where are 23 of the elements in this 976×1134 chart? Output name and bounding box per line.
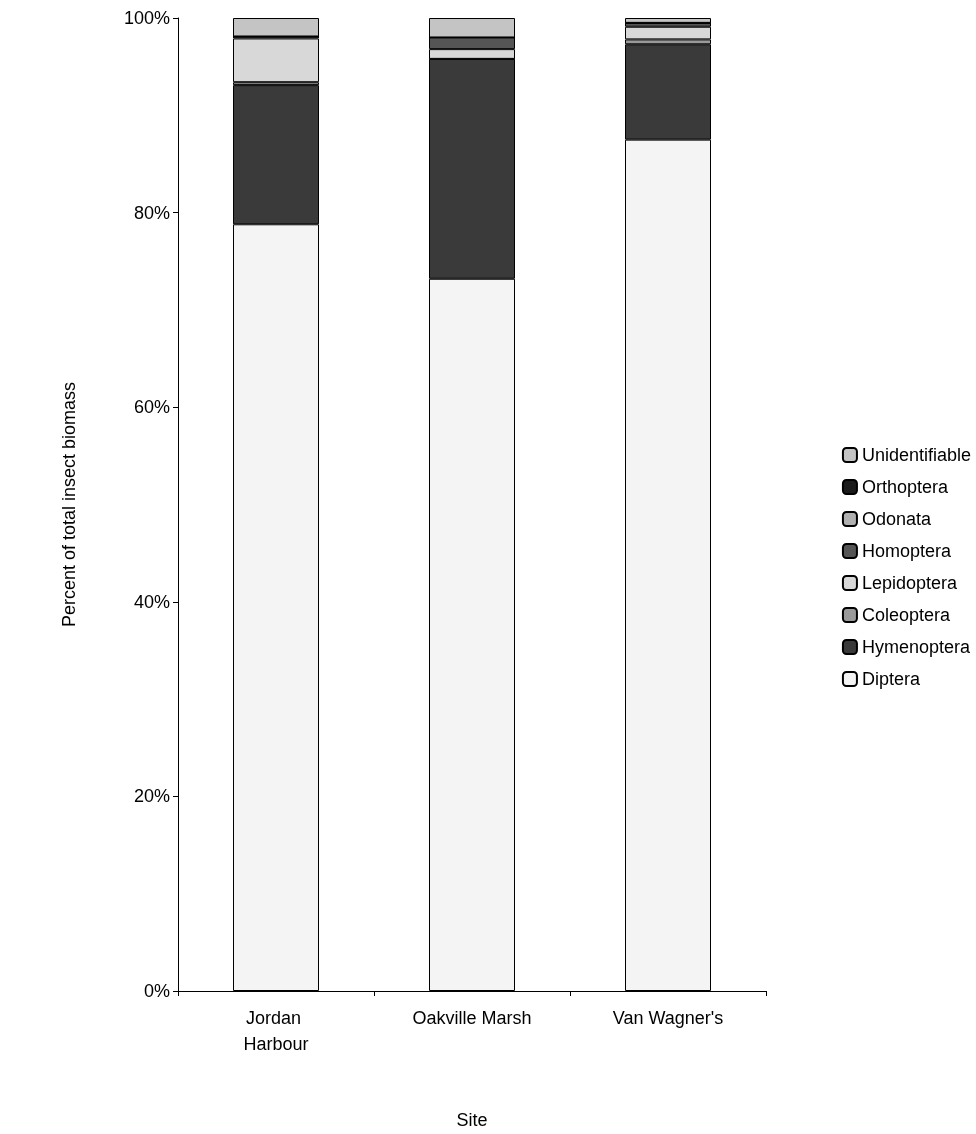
y-tick-label: 0% (143, 981, 170, 1001)
legend-label: Homoptera (861, 541, 952, 561)
y-tick-label: 40% (133, 591, 170, 612)
y-tick-label: 100% (123, 8, 170, 28)
legend-label: Odonata (861, 509, 932, 529)
bar (625, 18, 711, 23)
bar (625, 26, 711, 40)
x-tick-label: Oakville Marsh (412, 1008, 532, 1028)
x-axis-title: Site (456, 1110, 488, 1130)
y-tick-label: 80% (133, 202, 170, 223)
y-axis-title: Percent of total insect biomass (59, 381, 79, 628)
bar (233, 38, 319, 83)
legend-label: Hymenoptera (861, 637, 971, 657)
bar (233, 18, 319, 37)
legend-label: Diptera (861, 669, 921, 689)
legend-label: Coleoptera (861, 605, 951, 625)
legend-label: Orthoptera (861, 477, 949, 497)
legend-label: Unidentifiable (861, 445, 972, 465)
x-tick-label: Jordan Harbour (243, 1008, 309, 1054)
y-tick-label: 60% (133, 397, 170, 418)
x-tick-label: Van Wagner's (612, 1008, 724, 1028)
y-tick-label: 20% (133, 786, 170, 807)
legend-label: Lepidoptera (861, 573, 958, 593)
